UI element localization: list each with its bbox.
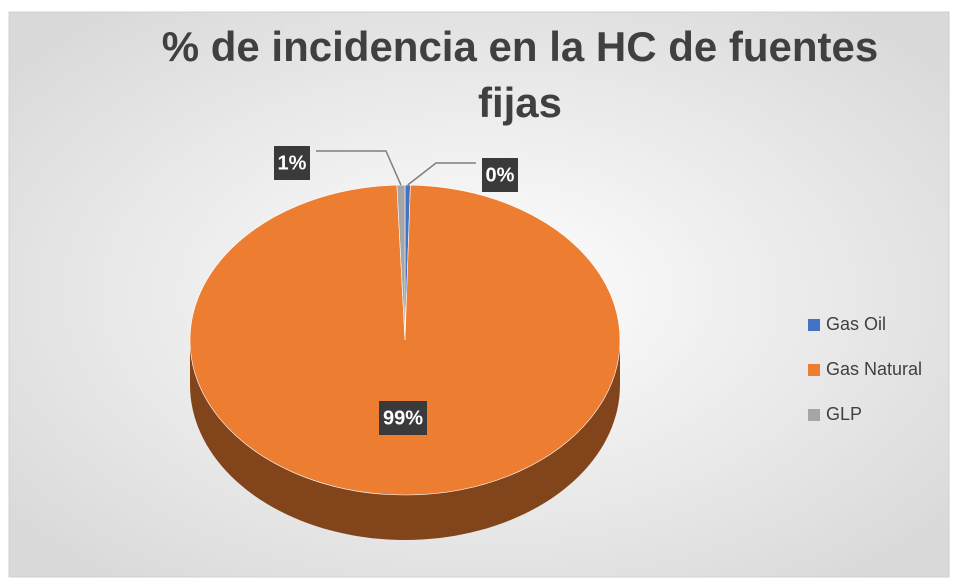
- data-label: 0%: [486, 164, 515, 186]
- leader-line: [316, 150, 402, 186]
- data-label: 99%: [383, 407, 423, 429]
- legend-label: Gas Natural: [826, 359, 922, 379]
- legend-swatch: [808, 364, 820, 376]
- slice: [189, 184, 621, 496]
- legend-swatch: [808, 319, 820, 331]
- leader-line: [407, 162, 476, 186]
- legend-swatch: [808, 409, 820, 421]
- legend-label: GLP: [826, 404, 862, 424]
- slice-side: [190, 340, 620, 540]
- slice: [396, 184, 406, 341]
- data-label-box: [274, 146, 310, 180]
- data-label-box: [482, 158, 518, 192]
- chart-title: % de incidencia en la HC de fuentes fijas: [162, 23, 879, 126]
- data-label: 1%: [278, 152, 307, 174]
- legend-label: Gas Oil: [826, 314, 886, 334]
- data-label-box: [379, 401, 427, 435]
